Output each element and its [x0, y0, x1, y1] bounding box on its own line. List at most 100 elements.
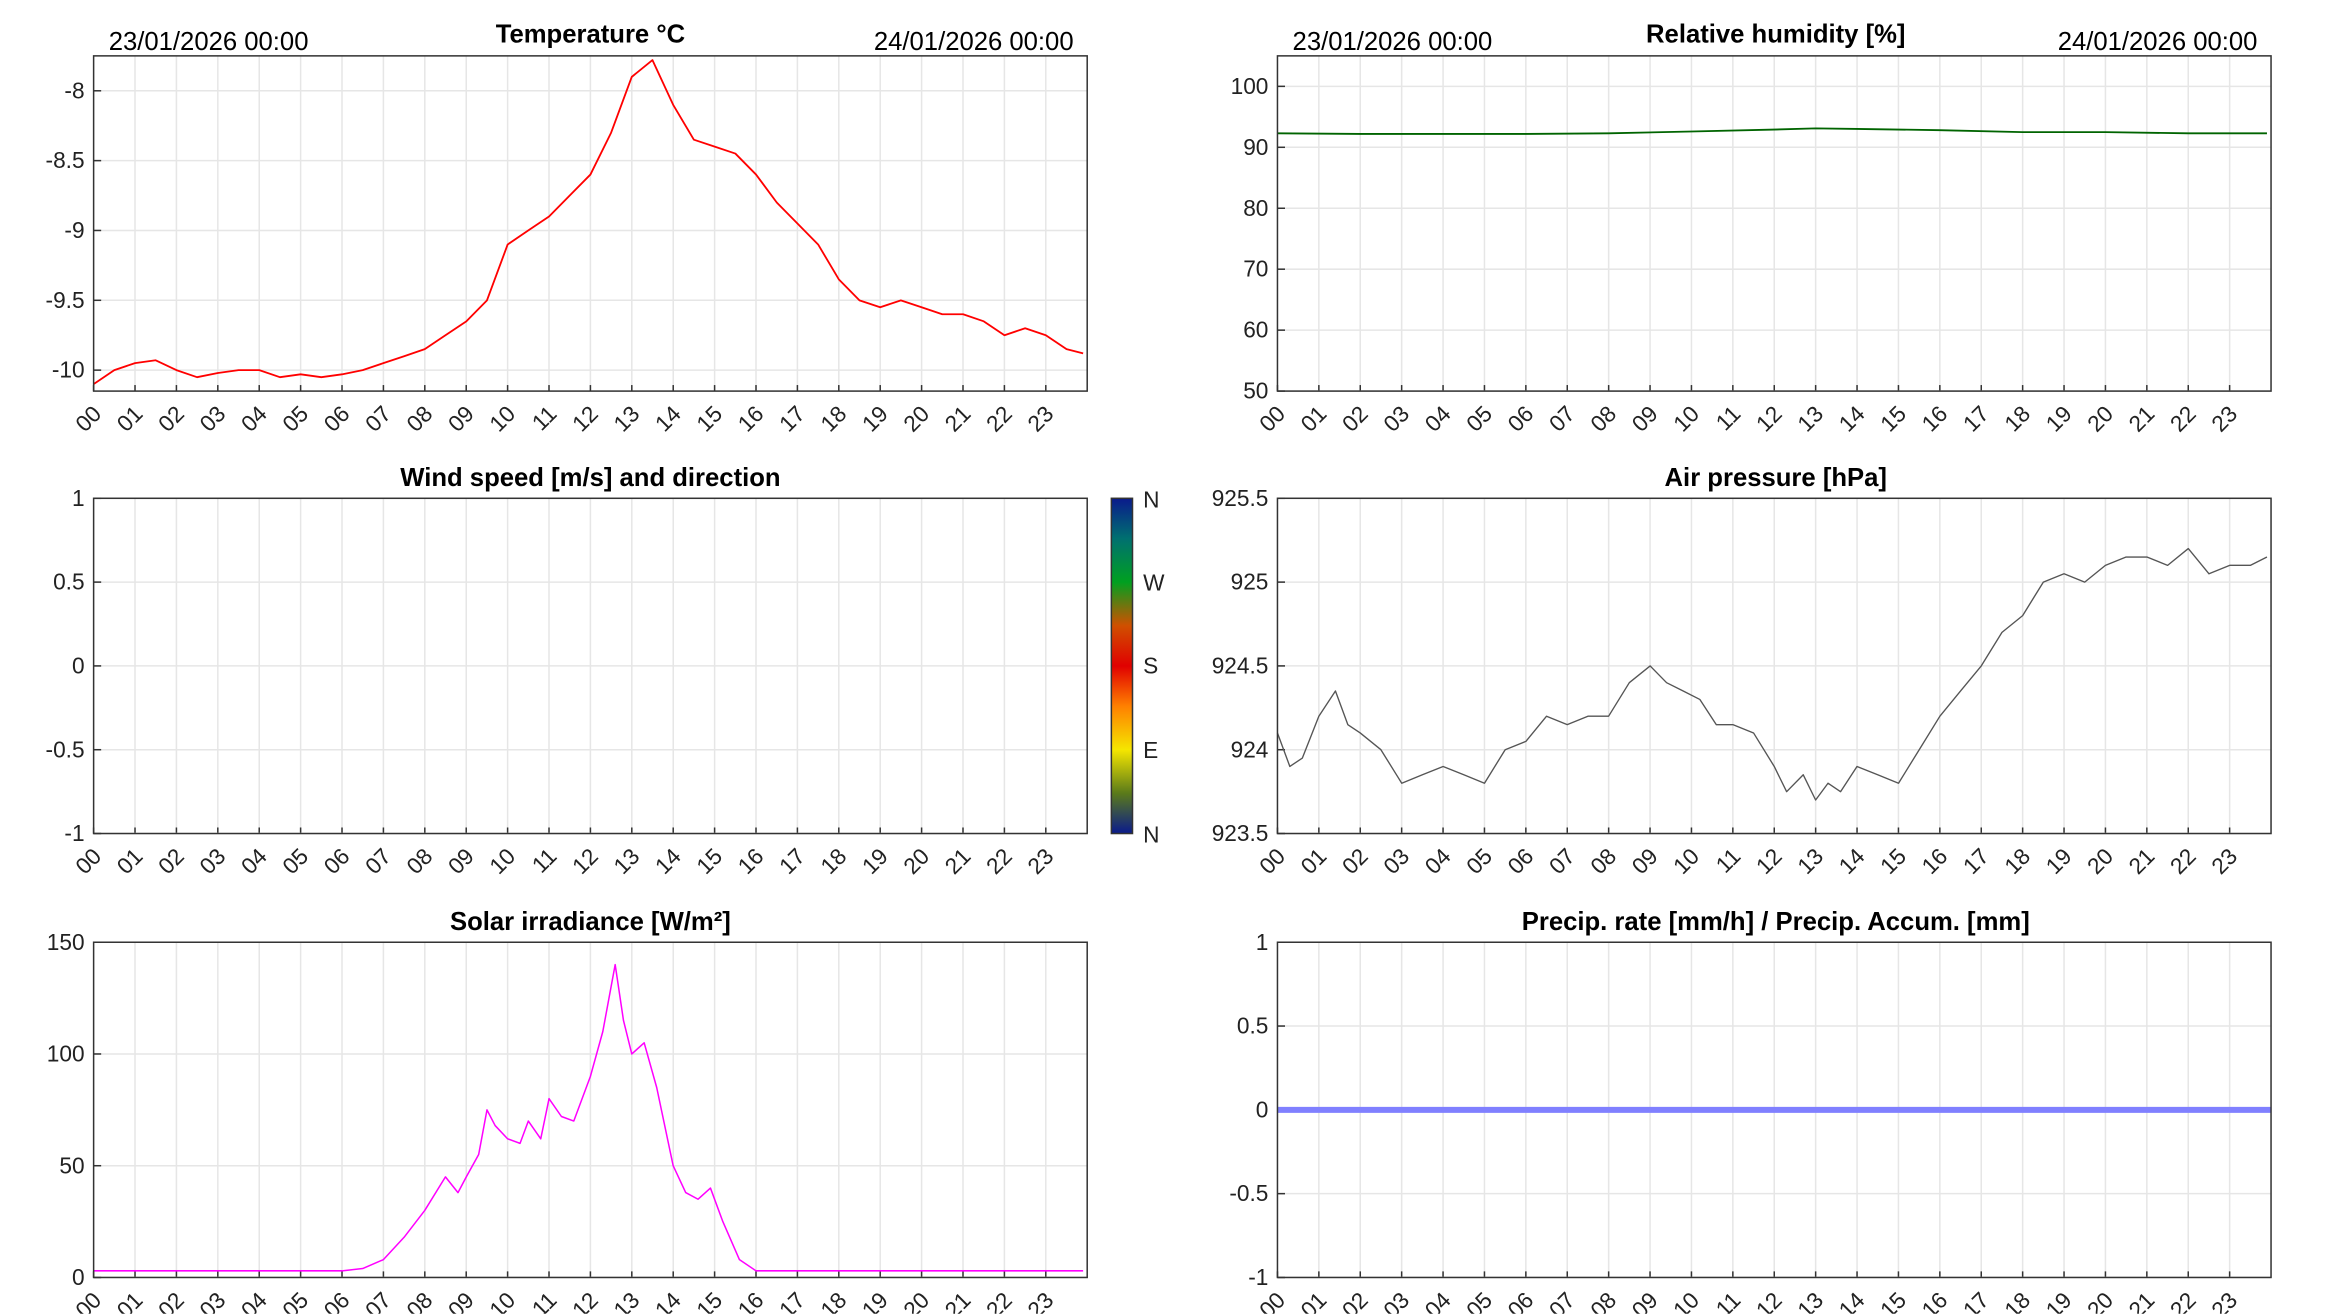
precip-ytick-label: 1: [1256, 929, 1269, 955]
solar-xtick-label: 16: [732, 1287, 768, 1314]
pressure-xtick-label: 11: [1710, 843, 1745, 878]
solar-xtick-label: 02: [153, 1287, 189, 1314]
temperature-date-end: 24/01/2026 00:00: [874, 28, 1074, 56]
colorbar-label-n-bottom: N: [1143, 822, 1159, 848]
wind-xtick-label: 12: [567, 843, 603, 879]
humidity-xtick-label: 10: [1668, 400, 1704, 436]
precip-xtick-label: 00: [1254, 1287, 1290, 1314]
humidity-xtick-label: 06: [1502, 400, 1538, 436]
wind-xtick-label: 14: [650, 843, 686, 879]
pressure-xtick-label: 07: [1544, 843, 1580, 879]
pressure-xtick-label: 01: [1295, 843, 1331, 879]
solar-ytick-label: 100: [47, 1041, 85, 1067]
precip-xtick-label: 23: [2206, 1287, 2242, 1314]
pressure-xtick-label: 02: [1337, 843, 1373, 879]
temperature-title: Temperature °C: [496, 20, 685, 48]
pressure-axes-box: [1276, 497, 2272, 835]
temperature-ytick-label: -8.5: [46, 147, 85, 173]
wind-title: Wind speed [m/s] and direction: [400, 464, 780, 492]
humidity-xtick-label: 14: [1833, 400, 1869, 436]
pressure-xtick-label: 21: [2123, 843, 2159, 879]
temperature-xtick-label: 02: [153, 400, 189, 436]
temperature-xtick-label: 13: [608, 400, 644, 436]
humidity-xtick-label: 21: [2123, 400, 2159, 436]
temperature-xtick-label: 15: [691, 400, 727, 436]
temperature-xtick-label: 19: [857, 400, 893, 436]
precip-ytick-label: -0.5: [1229, 1180, 1268, 1206]
solar-xtick-label: 20: [898, 1287, 934, 1314]
wind-xtick-label: 09: [443, 843, 479, 879]
wind-xtick-label: 07: [360, 843, 396, 879]
wind-ytick-label: 0: [72, 652, 85, 678]
solar-xtick-label: 21: [939, 1287, 975, 1314]
temperature-xtick-label: 18: [815, 400, 851, 436]
humidity-ytick-label: 80: [1243, 195, 1268, 221]
colorbar-label-s: S: [1143, 652, 1158, 678]
precip-xtick-label: 07: [1544, 1287, 1580, 1314]
precip-xtick-label: 16: [1916, 1287, 1952, 1314]
precip-xtick-label: 13: [1792, 1287, 1828, 1314]
pressure-ytick-label: 925: [1231, 569, 1269, 595]
precip-plot-area: 00 01 02 03 04 05 06 07 08 09 10 11 12 13 14 15 16 17 18 19…: [1229, 929, 2272, 1314]
wind-ytick-label: 1: [72, 485, 85, 511]
pressure-ytick-label: 923.5: [1212, 820, 1269, 846]
precip-xtick-label: 08: [1585, 1287, 1621, 1314]
wind-xtick-label: 18: [815, 843, 851, 879]
solar-xtick-label: 17: [774, 1287, 810, 1314]
colorbar-label-e: E: [1143, 737, 1158, 763]
temperature-xtick-label: 11: [527, 400, 562, 435]
colorbar-label-n-top: N: [1143, 486, 1159, 512]
pressure-series-line: [1276, 547, 2268, 801]
humidity-ytick-label: 60: [1243, 317, 1268, 343]
humidity-xtick-label: 19: [2040, 400, 2076, 436]
wind-xtick-label: 19: [857, 843, 893, 879]
solar-xtick-label: 07: [360, 1287, 396, 1314]
temperature-xtick-label: 10: [484, 400, 520, 436]
precip-xtick-label: 11: [1710, 1287, 1745, 1314]
temperature-xtick-label: 23: [1022, 400, 1058, 436]
humidity-date-start: 23/01/2026 00:00: [1293, 28, 1493, 56]
solar-xtick-label: 18: [815, 1287, 851, 1314]
solar-xtick-label: 04: [236, 1287, 272, 1314]
pressure-ytick-label: 925.5: [1212, 485, 1269, 511]
humidity-xtick-label: 01: [1295, 400, 1331, 436]
humidity-xtick-label: 18: [1999, 400, 2035, 436]
precip-xtick-label: 09: [1626, 1287, 1662, 1314]
temperature-xtick-label: 03: [194, 400, 230, 436]
humidity-xtick-label: 20: [2082, 400, 2118, 436]
wind-xtick-label: 03: [194, 843, 230, 879]
temperature-xtick-label: 00: [70, 400, 106, 436]
humidity-xtick-label: 17: [1958, 400, 1994, 436]
pressure-ytick-label: 924: [1231, 736, 1269, 762]
solar-xtick-label: 11: [527, 1287, 562, 1314]
solar-xtick-label: 19: [857, 1287, 893, 1314]
pressure-xtick-label: 14: [1833, 843, 1869, 879]
humidity-ytick-label: 90: [1243, 134, 1268, 160]
pressure-xtick-label: 00: [1254, 843, 1290, 879]
precip-xtick-label: 14: [1833, 1287, 1869, 1314]
humidity-xtick-label: 23: [2206, 400, 2242, 436]
wind-chart: Wind speed [m/s] and direction 00 01 02 03 0…: [46, 464, 1088, 879]
precip-xtick-label: 21: [2123, 1287, 2159, 1314]
pressure-xtick-label: 19: [2040, 843, 2076, 879]
temperature-xtick-label: 07: [360, 400, 396, 436]
pressure-xtick-label: 05: [1461, 843, 1497, 879]
temperature-xtick-label: 16: [732, 400, 768, 436]
wind-xtick-label: 16: [732, 843, 768, 879]
pressure-xtick-label: 20: [2082, 843, 2118, 879]
pressure-xtick-label: 15: [1875, 843, 1911, 879]
precip-xtick-label: 01: [1295, 1287, 1331, 1314]
wind-xtick-label: 15: [691, 843, 727, 879]
wind-axes-box: [92, 497, 1088, 835]
precip-xtick-label: 12: [1751, 1287, 1787, 1314]
pressure-chart: Air pressure [hPa] 00 01 02 03 04 05 06 07 08 09 1…: [1212, 464, 2272, 879]
solar-xtick-label: 22: [981, 1287, 1017, 1314]
humidity-xtick-label: 00: [1254, 400, 1290, 436]
solar-title: Solar irradiance [W/m²]: [450, 908, 731, 936]
temperature-xtick-label: 20: [898, 400, 934, 436]
precip-ytick-label: 0: [1256, 1096, 1269, 1122]
pressure-xtick-label: 16: [1916, 843, 1952, 879]
wind-xtick-label: 23: [1022, 843, 1058, 879]
wind-xtick-label: 05: [277, 843, 313, 879]
precip-ytick-label: -1: [1248, 1264, 1268, 1290]
